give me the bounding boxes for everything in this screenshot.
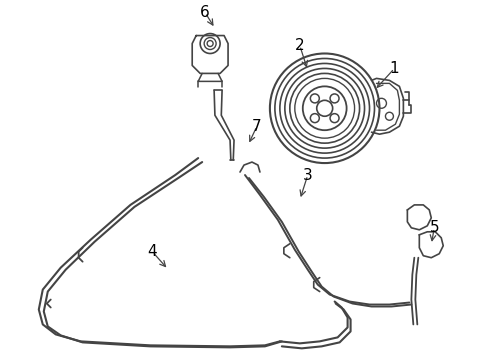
Text: 6: 6 [200, 5, 210, 20]
Text: 2: 2 [294, 38, 304, 53]
Text: 7: 7 [252, 119, 261, 134]
Text: 5: 5 [428, 220, 438, 235]
Text: 1: 1 [389, 61, 398, 76]
Text: 3: 3 [302, 167, 312, 183]
Text: 4: 4 [147, 244, 157, 259]
